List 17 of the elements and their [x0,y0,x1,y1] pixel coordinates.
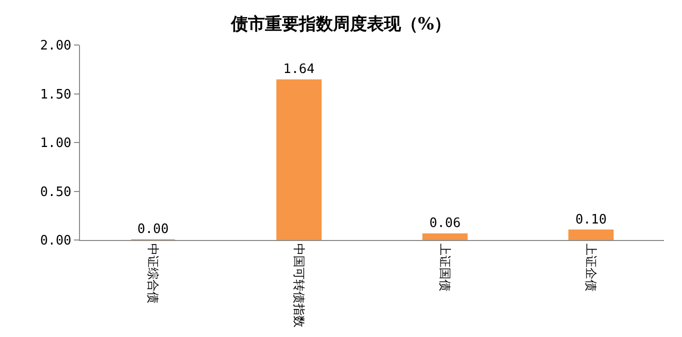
y-tick-label: 0.00 [40,234,72,249]
data-label: 1.64 [283,62,315,78]
x-tick-label: 上证国债 [438,243,452,292]
data-label: 0.00 [137,222,169,237]
bar [422,233,468,240]
chart-title: 债市重要指数周度表现（%） [230,14,452,35]
x-tick-label: 上证企债 [584,243,598,292]
y-tick-label: 0.50 [40,184,72,200]
x-tick-label: 中国可转债指数 [292,243,306,328]
y-tick-label: 1.50 [40,87,72,102]
x-tick-label: 中证综合债 [146,243,160,304]
bar [568,230,614,240]
y-tick-label: 1.00 [40,136,72,152]
y-tick-label: 2.00 [40,38,72,54]
data-label: 0.06 [429,216,461,232]
bar [276,79,322,240]
data-label: 0.10 [575,212,607,228]
